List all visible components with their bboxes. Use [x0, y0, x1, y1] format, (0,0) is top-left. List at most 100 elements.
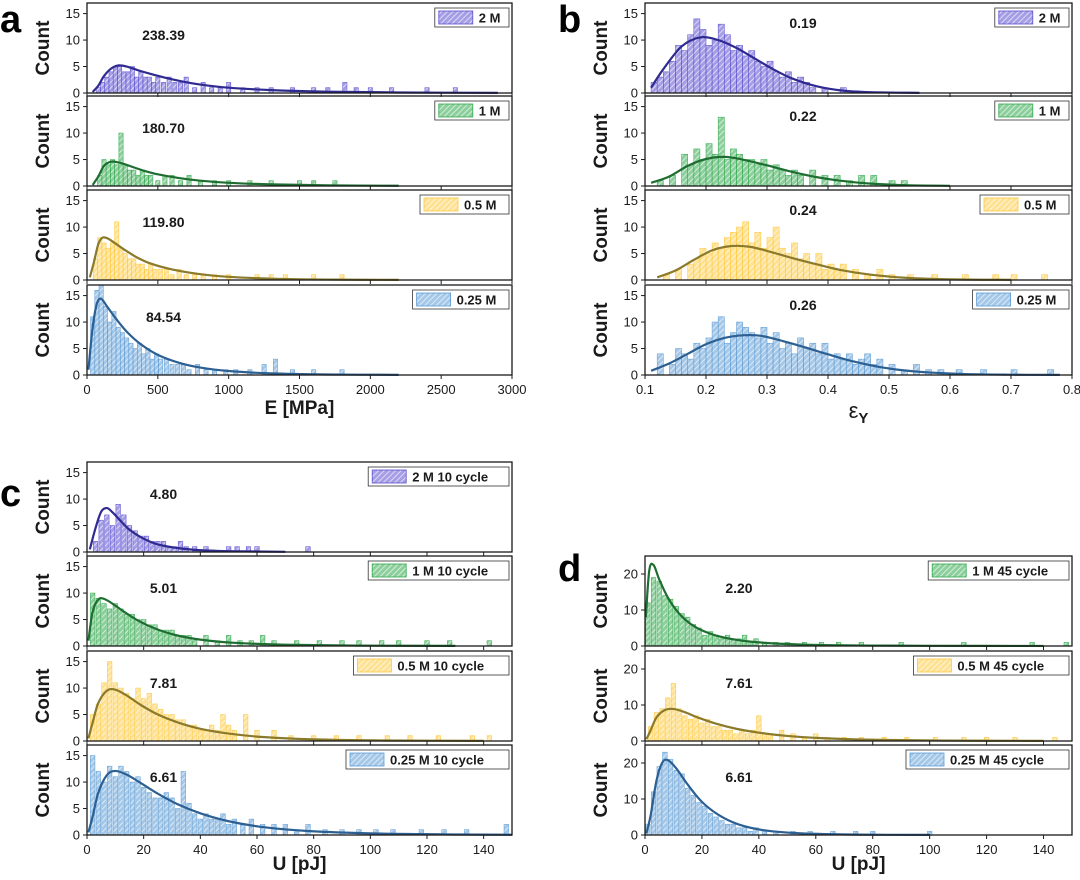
histogram-bar — [107, 608, 113, 647]
histogram-bar — [656, 76, 664, 94]
legend-label: 1 M — [479, 104, 501, 119]
x-tick-label: 20 — [695, 842, 709, 857]
panel-a: a 0 5 10 15 Count 238.39 2 M 0 5 10 15 Count 180.70 1 … — [0, 0, 526, 419]
fit-curve — [91, 160, 399, 187]
histogram-bar — [231, 730, 237, 742]
histogram-bar — [772, 71, 780, 94]
histogram-bar — [127, 258, 132, 281]
fit-curve — [650, 155, 951, 187]
histogram-bar — [778, 247, 786, 281]
peak-value-annotation: 0.26 — [789, 297, 816, 313]
y-tick-label: 5 — [73, 612, 80, 627]
histogram-bar — [132, 348, 138, 376]
y-tick-label: 0 — [631, 828, 638, 843]
y-tick-label: 5 — [631, 246, 638, 261]
peak-value-annotation: 5.01 — [150, 580, 177, 596]
y-tick-label: 0 — [73, 828, 80, 843]
histogram-bar — [687, 34, 695, 94]
subplot-d-3: 0 10 20 0 20 40 60 80 100 120 140 Count 6.61 0.25 M 4… — [591, 744, 1073, 857]
x-axis-label: U [pJ] — [832, 854, 886, 875]
histogram-bar — [214, 818, 220, 836]
histogram-bar — [177, 541, 184, 553]
legend: 1 M — [994, 100, 1070, 121]
histogram-bar — [163, 358, 169, 376]
legend-swatch — [917, 658, 952, 673]
y-axis-label: Count — [591, 668, 612, 724]
histogram-bar — [305, 824, 311, 836]
histogram-bar — [105, 247, 111, 281]
subplot-frame — [644, 95, 1073, 187]
fit-curve — [87, 687, 484, 742]
legend-swatch — [356, 658, 392, 673]
histogram-bar — [226, 824, 232, 836]
histogram-bar — [821, 269, 829, 281]
legend: 1 M 45 cycle — [927, 560, 1070, 581]
histogram-bar — [696, 802, 702, 836]
histogram-bar — [148, 263, 154, 281]
y-tick-label: 10 — [624, 220, 638, 235]
legend-label: 1 M 45 cycle — [972, 564, 1048, 579]
histogram-bar — [152, 797, 158, 836]
histogram-bar — [95, 771, 101, 836]
histogram-bar — [736, 321, 743, 376]
histogram-bar — [858, 175, 865, 187]
histogram-bar — [797, 337, 804, 376]
histogram-bar — [784, 342, 792, 376]
histogram-bar — [699, 722, 705, 742]
subplot-frame — [644, 284, 1073, 376]
legend-swatch — [976, 292, 1011, 307]
y-tick-label: 5 — [631, 152, 638, 167]
histogram-bar — [719, 820, 725, 836]
y-tick-label: 0 — [73, 639, 80, 654]
subplot-d-2: 0 10 20 Count 7.61 0.5 M 45 cycle — [591, 650, 1073, 749]
legend-swatch — [983, 197, 1019, 212]
histogram-bar — [754, 337, 762, 376]
histogram-bar — [803, 348, 810, 376]
histogram-bar — [845, 353, 853, 376]
legend-label: 0.5 M — [1024, 198, 1057, 213]
histogram-bar — [183, 274, 189, 281]
y-tick-label: 5 — [631, 59, 638, 74]
y-tick-label: 0 — [631, 179, 638, 194]
y-axis-label: Count — [33, 207, 54, 263]
histogram-bar — [723, 237, 731, 281]
y-tick-label: 15 — [624, 99, 638, 114]
y-axis-label: Count — [33, 302, 54, 358]
y-tick-label: 0 — [73, 86, 80, 101]
histogram-bar — [121, 71, 127, 94]
legend-label: 0.5 M 45 cycle — [957, 659, 1044, 674]
subplot-frame — [86, 744, 513, 836]
y-tick-label: 0 — [73, 368, 80, 383]
histogram-bar — [109, 525, 116, 553]
histogram-bar — [690, 795, 696, 836]
subplot-d-1: 0 10 20 Count 2.20 1 M 45 cycle — [591, 555, 1073, 654]
y-tick-label: 5 — [73, 341, 80, 356]
y-tick-label: 0 — [631, 368, 638, 383]
histogram-bar — [152, 703, 158, 742]
histogram-bar — [723, 159, 731, 187]
histogram-bar — [135, 175, 141, 187]
histogram-bar — [766, 342, 774, 376]
histogram-bar — [203, 813, 209, 836]
histogram-bar — [118, 132, 124, 187]
histogram-bar — [153, 353, 159, 376]
legend-label: 0.5 M — [464, 198, 497, 213]
histogram-bar — [662, 751, 668, 836]
legend-label: 2 M — [479, 11, 501, 26]
x-axis-label: E [MPa] — [265, 398, 335, 419]
histogram-bar — [180, 364, 186, 376]
legend-label: 1 M — [1039, 104, 1061, 119]
histogram-bar — [693, 18, 701, 94]
histogram-bar — [754, 164, 762, 187]
y-tick-label: 5 — [73, 59, 80, 74]
histogram-bar — [809, 263, 817, 281]
histogram-bar — [742, 55, 749, 94]
histogram-bar — [669, 364, 676, 376]
histogram-bar — [192, 87, 198, 94]
y-tick-label: 10 — [66, 126, 80, 141]
histogram-bar — [711, 153, 719, 187]
histogram-bar — [722, 729, 728, 742]
panel-b: b 0 5 10 15 Count 0.19 2 M 0 5 10 15 Count 0.22 1 M 0 5 1… — [558, 0, 1080, 427]
histogram-bar — [107, 765, 113, 836]
peak-value-annotation: 7.61 — [725, 675, 752, 691]
